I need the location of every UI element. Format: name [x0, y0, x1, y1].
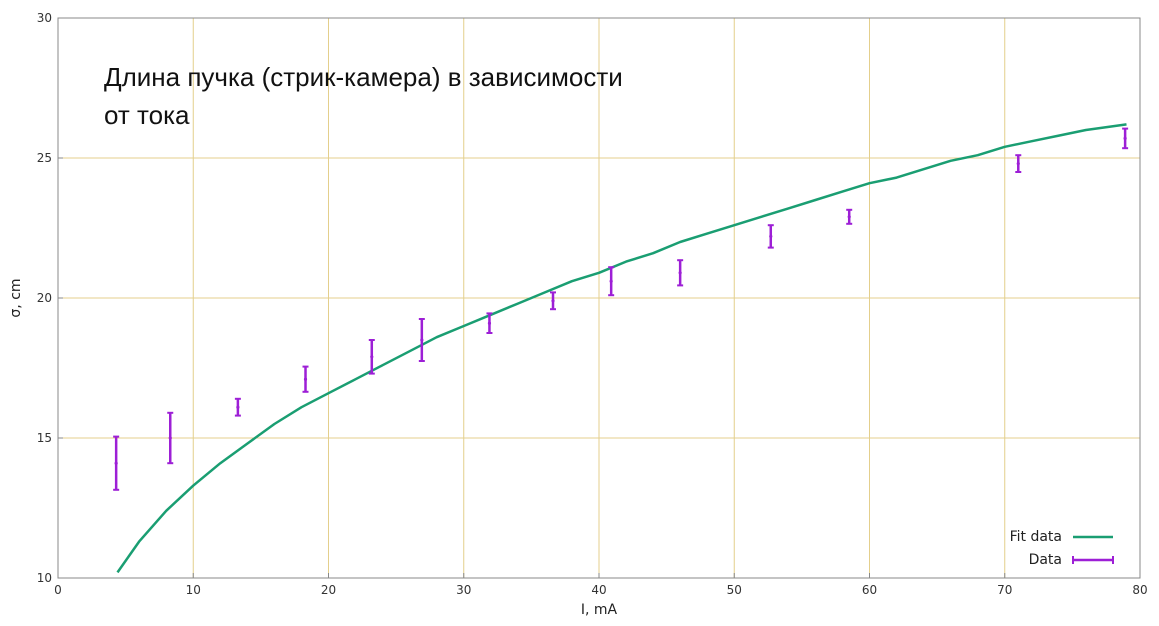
y-axis-title: σ, cm: [8, 278, 24, 317]
data-marker-7: [551, 299, 555, 303]
data-point-7: [550, 291, 557, 311]
data-point-13: [1122, 127, 1129, 150]
data-marker-0: [114, 461, 118, 465]
data-marker-11: [847, 215, 851, 219]
data-series: [113, 127, 1129, 491]
data-marker-4: [370, 355, 374, 359]
legend: Fit data Data: [1010, 529, 1114, 568]
data-point-8: [608, 266, 615, 297]
tick-label-x-40: 40: [591, 583, 606, 597]
tick-label-y-15: 15: [37, 431, 52, 445]
data-marker-10: [769, 234, 773, 238]
tick-label-x-20: 20: [321, 583, 336, 597]
tick-label-y-20: 20: [37, 291, 52, 305]
tick-label-x-30: 30: [456, 583, 471, 597]
tick-label-x-60: 60: [862, 583, 877, 597]
chart-title-line-1: Длина пучка (стрик-камера) в зависимости: [104, 62, 623, 92]
data-marker-5: [420, 338, 424, 342]
legend-swatch-data: [1072, 556, 1114, 564]
x-axis-title: I, mA: [581, 602, 618, 618]
legend-label-data: Data: [1029, 552, 1062, 568]
tick-label-x-80: 80: [1132, 583, 1147, 597]
tick-label-x-50: 50: [727, 583, 742, 597]
data-point-3: [302, 365, 309, 393]
data-marker-8: [609, 279, 613, 283]
tick-label-y-30: 30: [37, 11, 52, 25]
tick-label-x-10: 10: [186, 583, 201, 597]
data-marker-9: [678, 271, 682, 275]
data-marker-3: [303, 377, 308, 381]
data-marker-13: [1123, 136, 1127, 140]
legend-label-fit: Fit data: [1010, 529, 1062, 545]
data-marker-12: [1016, 162, 1020, 166]
data-point-12: [1015, 154, 1022, 173]
data-point-5: [418, 318, 425, 362]
tick-label-y-10: 10: [37, 571, 52, 585]
tick-label-x-70: 70: [997, 583, 1012, 597]
tick-label-x-0: 0: [54, 583, 62, 597]
data-point-10: [767, 224, 774, 249]
data-point-6: [486, 312, 493, 334]
data-point-2: [234, 397, 241, 417]
data-point-4: [368, 339, 375, 375]
data-point-0: [113, 435, 120, 491]
tick-label-y-25: 25: [37, 151, 52, 165]
data-marker-2: [236, 405, 240, 409]
data-point-11: [846, 208, 853, 225]
data-marker-6: [487, 321, 492, 325]
data-marker-1: [168, 436, 172, 440]
data-point-9: [677, 259, 684, 287]
data-point-1: [167, 411, 174, 465]
chart-title-line-2: от тока: [104, 100, 190, 130]
